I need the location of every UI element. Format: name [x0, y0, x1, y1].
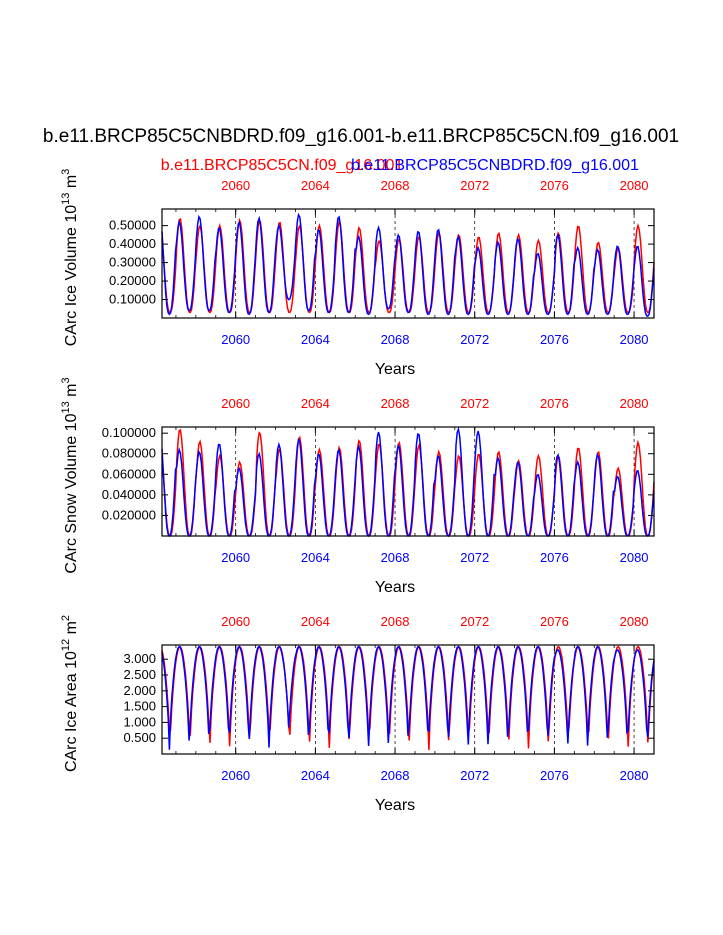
- x-tick-label-bottom: 2072: [460, 768, 489, 783]
- x-axis-label: Years: [375, 579, 415, 596]
- y-tick-label: 0.500: [123, 730, 156, 745]
- x-tick-label-top: 2072: [460, 178, 489, 193]
- y-tick-label: 0.50000: [109, 218, 156, 233]
- y-tick-label: 1.000: [123, 714, 156, 729]
- x-tick-label-bottom: 2068: [381, 332, 410, 347]
- legend-red-label: b.e11.BRCP85C5CN.f09_g16.001: [161, 157, 404, 174]
- x-tick-label-bottom: 2060: [221, 768, 250, 783]
- plot-frame: [161, 426, 655, 537]
- x-tick-label-top: 2076: [540, 178, 569, 193]
- x-tick-label-bottom: 2060: [221, 332, 250, 347]
- series-line-blue: [161, 645, 655, 750]
- x-axis-label: Years: [375, 797, 415, 814]
- x-tick-label-top: 2068: [381, 178, 410, 193]
- x-tick-label-top: 2068: [381, 396, 410, 411]
- y-axis-label: CArc Snow Volume 1013 m3: [60, 377, 80, 573]
- y-tick-label: 2.000: [123, 683, 156, 698]
- x-tick-label-bottom: 2068: [381, 550, 410, 565]
- y-tick-label: 0.060000: [102, 466, 156, 481]
- x-tick-label-top: 2076: [540, 614, 569, 629]
- legend-blue-label: b.e11.BRCP85C5CNBDRD.f09_g16.001: [351, 157, 639, 174]
- y-tick-label: 0.10000: [109, 292, 156, 307]
- x-tick-label-bottom: 2080: [620, 550, 649, 565]
- y-axis-label: CArc Ice Area 1012 m2: [60, 615, 80, 772]
- x-tick-label-bottom: 2076: [540, 332, 569, 347]
- x-tick-label-top: 2080: [620, 396, 649, 411]
- x-tick-label-top: 2060: [221, 396, 250, 411]
- y-tick-label: 0.20000: [109, 273, 156, 288]
- y-tick-label: 2.500: [123, 667, 156, 682]
- x-tick-label-bottom: 2076: [540, 550, 569, 565]
- y-tick-label: 0.40000: [109, 236, 156, 251]
- panel-snow-volume: 0.020000 0.040000 0.060000 0.080000 0.100000…: [60, 377, 655, 596]
- x-tick-label-top: 2064: [301, 614, 330, 629]
- x-tick-label-bottom: 2072: [460, 550, 489, 565]
- x-tick-label-bottom: 2060: [221, 550, 250, 565]
- x-tick-label-top: 2068: [381, 614, 410, 629]
- panel-ice-volume: 0.10000 0.20000 0.30000 0.40000 0.50000 2060 2…: [60, 169, 655, 378]
- x-tick-label-top: 2080: [620, 614, 649, 629]
- x-tick-label-top: 2072: [460, 614, 489, 629]
- y-axis-label: CArc Ice Volume 1013 m3: [60, 169, 80, 347]
- x-tick-label-bottom: 2072: [460, 332, 489, 347]
- plot-frame: [161, 644, 655, 755]
- x-tick-label-top: 2060: [221, 614, 250, 629]
- x-tick-label-bottom: 2080: [620, 768, 649, 783]
- plot-frame: [161, 208, 655, 319]
- x-tick-label-bottom: 2064: [301, 332, 330, 347]
- x-tick-label-bottom: 2068: [381, 768, 410, 783]
- y-tick-label: 0.040000: [102, 487, 156, 502]
- x-tick-label-top: 2080: [620, 178, 649, 193]
- y-tick-label: 3.000: [123, 651, 156, 666]
- y-tick-label: 0.020000: [102, 507, 156, 522]
- x-tick-label-bottom: 2076: [540, 768, 569, 783]
- y-tick-label: 0.30000: [109, 255, 156, 270]
- x-tick-label-bottom: 2080: [620, 332, 649, 347]
- y-tick-label: 0.080000: [102, 446, 156, 461]
- x-tick-label-top: 2072: [460, 396, 489, 411]
- x-axis-label: Years: [375, 361, 415, 378]
- y-tick-label: 1.500: [123, 699, 156, 714]
- x-tick-label-top: 2064: [301, 178, 330, 193]
- x-tick-label-top: 2060: [221, 178, 250, 193]
- y-tick-label: 0.100000: [102, 425, 156, 440]
- series-line-blue: [161, 212, 655, 317]
- x-tick-label-bottom: 2064: [301, 550, 330, 565]
- x-tick-label-bottom: 2064: [301, 768, 330, 783]
- x-tick-label-top: 2064: [301, 396, 330, 411]
- chart-title: b.e11.BRCP85C5CNBDRD.f09_g16.001-b.e11.B…: [43, 126, 679, 147]
- x-tick-label-top: 2076: [540, 396, 569, 411]
